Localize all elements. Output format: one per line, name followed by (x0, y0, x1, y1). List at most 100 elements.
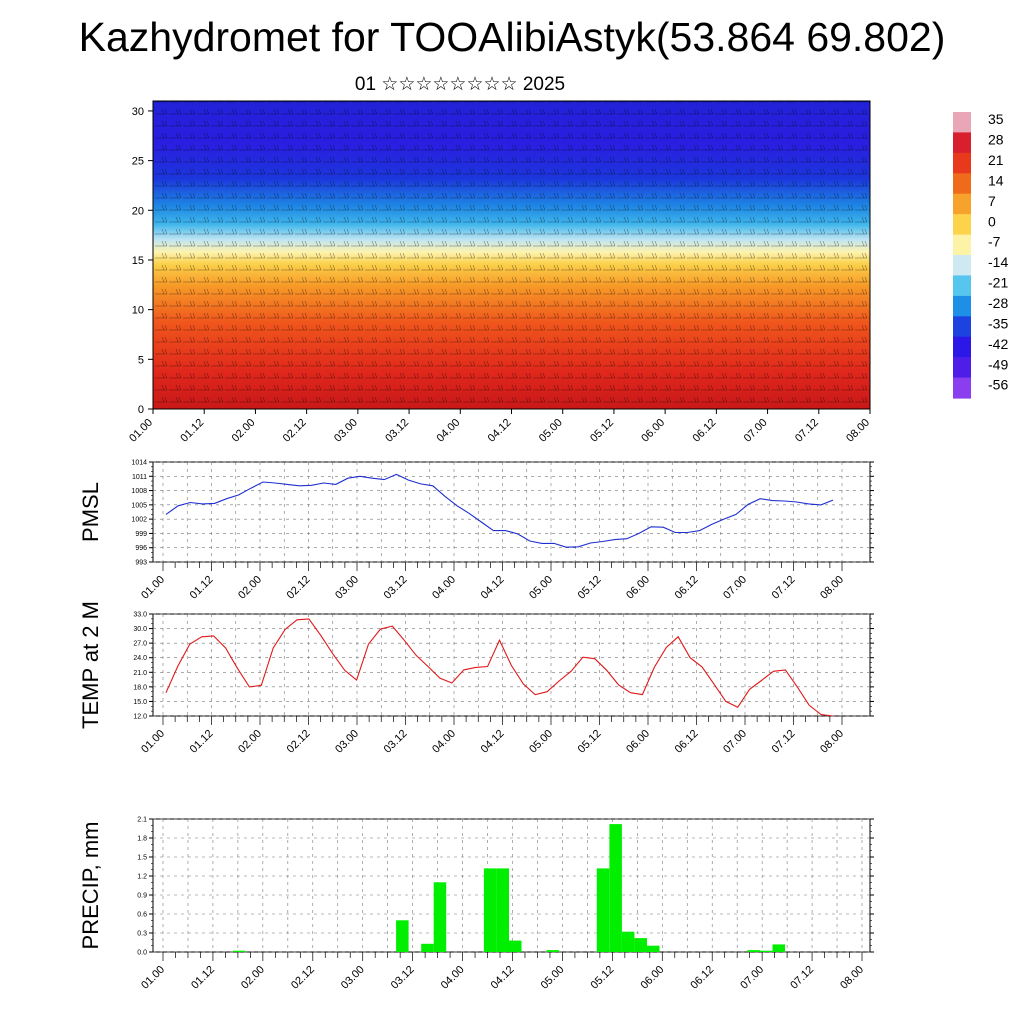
data-line (165, 473, 834, 548)
x-tick-label: 04.00 (434, 417, 462, 445)
x-tick-label: 02.00 (236, 574, 264, 602)
x-tick-label: 06.12 (691, 417, 719, 445)
data-bar (421, 943, 434, 952)
y-tick-label: 2.1 (137, 817, 147, 824)
temperature-panel: 12.0 15.0 18.0 21.0 24.0 27.0 30.0 33.0 01.00 01.… (78, 601, 874, 756)
y-tick-label: 1.5 (137, 855, 147, 862)
x-tick-label: 04.00 (439, 964, 467, 992)
x-tick-label: 06.00 (639, 417, 667, 445)
x-tick-label: 08.00 (838, 964, 866, 992)
data-bar (509, 940, 522, 952)
y-tick-label: 30.0 (133, 626, 147, 633)
colorbar-swatch (953, 275, 971, 297)
colorbar-swatch (953, 234, 971, 256)
colorbar-label: -21 (988, 275, 1008, 291)
y-tick-label: 0.6 (137, 912, 147, 919)
x-tick-label: 04.00 (430, 574, 458, 602)
colorbar-swatch (953, 336, 971, 358)
colorbar-swatch (953, 112, 971, 133)
colorbar-label: -49 (988, 356, 1008, 372)
y-tick-label: 1.2 (137, 874, 147, 881)
x-tick-label: 03.00 (339, 964, 367, 992)
chart-title: Kazhydromet for TOOAlibiAstyk(53.864 69.… (78, 14, 946, 60)
x-tick-label: 05.12 (589, 964, 617, 992)
colorbar-label: 14 (988, 172, 1004, 188)
y-tick-label: 30 (132, 106, 144, 118)
colorbar-swatch (953, 316, 971, 338)
y-tick-label: 999 (135, 531, 147, 538)
y-tick-label: 1.8 (137, 836, 147, 843)
x-tick-label: 01.00 (139, 574, 167, 602)
x-tick-label: 03.12 (389, 964, 417, 992)
y-tick-label: 12.0 (133, 714, 147, 721)
colorbar-label: -35 (988, 315, 1008, 331)
x-tick-label: 05.12 (576, 728, 604, 756)
colorbar-swatch (953, 214, 971, 236)
colorbar-label: 7 (988, 193, 996, 209)
x-tick-label: 01.00 (127, 417, 155, 445)
plot-area (152, 818, 871, 953)
colorbar-label: -7 (988, 234, 1001, 250)
pmsl-panel: 993 996 999 1002 1005 1008 1011 1014 01.00 01.12 0… (78, 460, 874, 602)
x-tick-label: 05.00 (527, 574, 555, 602)
x-tick-label: 01.00 (139, 728, 167, 756)
y-tick-label: 996 (135, 545, 147, 552)
x-tick-label: 05.12 (576, 574, 604, 602)
data-bar (621, 931, 635, 952)
x-tick-label: 08.00 (818, 728, 846, 756)
y-tick-label: 21.0 (133, 670, 147, 677)
y-tick-label: 5 (138, 354, 144, 366)
y-tick-label: 27.0 (133, 641, 147, 648)
y-tick-label: 18.0 (133, 684, 147, 691)
data-bar (747, 950, 760, 952)
colorbar-swatch (953, 295, 971, 317)
colorbar: 35 28 21 14 7 0 -7 -14 -21 -28 -35 -42 -49 -56 (953, 111, 1008, 399)
y-tick-label: 0 (138, 404, 144, 416)
x-tick-label: 02.12 (285, 728, 313, 756)
data-bar (233, 950, 246, 952)
x-tick-label: 07.12 (788, 964, 816, 992)
y-tick-label: 1005 (131, 502, 147, 509)
x-tick-label: 01.12 (188, 574, 216, 602)
colorbar-label: 0 (988, 213, 996, 229)
x-tick-label: 01.12 (189, 964, 217, 992)
x-tick-label: 02.00 (239, 964, 267, 992)
x-tick-label: 01.12 (178, 417, 206, 445)
y-tick-label: 33.0 (133, 612, 147, 619)
data-bar (634, 938, 647, 952)
y-tick-label: 0.9 (137, 893, 147, 900)
x-tick-label: 02.12 (289, 964, 317, 992)
y-tick-label: 25 (132, 156, 144, 168)
colorbar-label: -28 (988, 295, 1008, 311)
x-tick-label: 03.00 (332, 417, 360, 445)
x-tick-label: 02.00 (236, 728, 264, 756)
x-tick-label: 07.00 (738, 964, 766, 992)
x-tick-label: 02.12 (285, 574, 313, 602)
y-tick-label: 15.0 (133, 699, 147, 706)
data-bar (496, 868, 509, 952)
precip-panel: 0.0 0.3 0.6 0.9 1.2 1.5 1.8 2.1 01.00 01.12 02.00 0… (78, 817, 874, 992)
data-bar (483, 868, 497, 952)
x-tick-label: 08.00 (844, 417, 872, 445)
colorbar-swatch (953, 377, 971, 399)
colorbar-swatch (953, 193, 971, 215)
x-tick-label: 06.00 (624, 728, 652, 756)
x-tick-label: 04.00 (430, 728, 458, 756)
y-tick-label: 0.3 (137, 931, 147, 938)
x-tick-label: 07.12 (770, 728, 798, 756)
y-axis-label: PMSL (78, 482, 103, 542)
data-bar (759, 950, 773, 952)
x-tick-label: 06.12 (673, 728, 701, 756)
x-tick-label: 01.12 (188, 728, 216, 756)
x-tick-label: 03.12 (383, 417, 411, 445)
x-tick-label: 06.00 (638, 964, 666, 992)
x-tick-label: 07.12 (770, 574, 798, 602)
x-tick-label: 05.00 (539, 964, 567, 992)
data-bar (433, 882, 447, 952)
x-tick-label: 04.12 (489, 964, 517, 992)
x-tick-label: 07.12 (793, 417, 821, 445)
x-tick-label: 05.12 (588, 417, 616, 445)
data-bar (596, 868, 610, 952)
data-bar (396, 920, 409, 952)
